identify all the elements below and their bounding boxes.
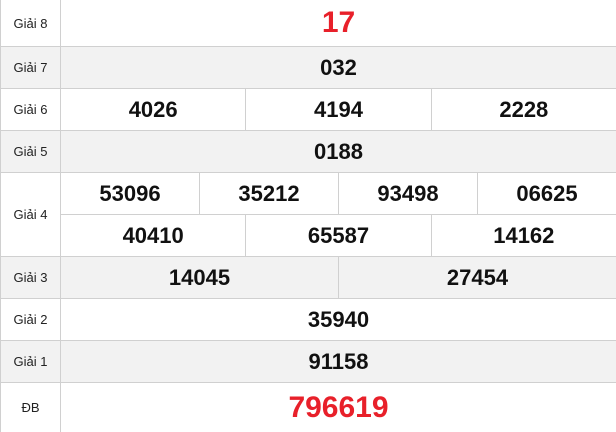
prize-number: 65587 <box>245 215 430 256</box>
prize-label: Giải 1 <box>0 341 61 382</box>
prize-row-1: Giải 1 91158 <box>0 341 616 383</box>
prize-row-7: Giải 7 032 <box>0 47 616 89</box>
prize-number: 35940 <box>307 306 370 332</box>
prize-number: 27454 <box>338 257 616 298</box>
prize-number: 53096 <box>99 180 161 206</box>
prize-label: Giải 8 <box>0 0 61 46</box>
prize-row-8: Giải 8 17 <box>0 0 616 47</box>
prize-row-5: Giải 5 0188 <box>0 131 616 173</box>
prize-number: 06625 <box>477 173 616 214</box>
prize-number: 93498 <box>338 173 477 214</box>
prize-row-3: Giải 3 14045 27454 <box>0 257 616 299</box>
prize-row-4: Giải 4 53096 35212 93498 06625 40410 655… <box>0 173 616 257</box>
prize-row-6: Giải 6 4026 4194 2228 <box>0 89 616 131</box>
prize-label: Giải 7 <box>0 47 61 88</box>
prize-number: 4194 <box>245 89 430 130</box>
prize-row-2: Giải 2 35940 <box>0 299 616 341</box>
prize-label: Giải 5 <box>0 131 61 172</box>
prize-label: Giải 3 <box>0 257 61 298</box>
prize-number: 4026 <box>128 96 178 122</box>
prize-label: Giải 4 <box>0 173 61 256</box>
prize-label: ĐB <box>0 383 61 432</box>
prize-label: Giải 2 <box>0 299 61 340</box>
prize-row-special: ĐB 796619 <box>0 383 616 432</box>
prize-number: 40410 <box>122 222 184 248</box>
prize-number: 91158 <box>308 348 369 374</box>
prize-number: 35212 <box>199 173 338 214</box>
prize-number: 17 <box>321 6 356 39</box>
special-prize-number: 796619 <box>288 390 389 424</box>
prize-number: 032 <box>320 54 357 80</box>
prize-number: 14162 <box>430 215 616 256</box>
prize-number: 0188 <box>314 138 363 164</box>
prize-label: Giải 6 <box>0 89 61 130</box>
prize-number: 2228 <box>430 89 616 130</box>
prize-number: 14045 <box>168 264 231 290</box>
